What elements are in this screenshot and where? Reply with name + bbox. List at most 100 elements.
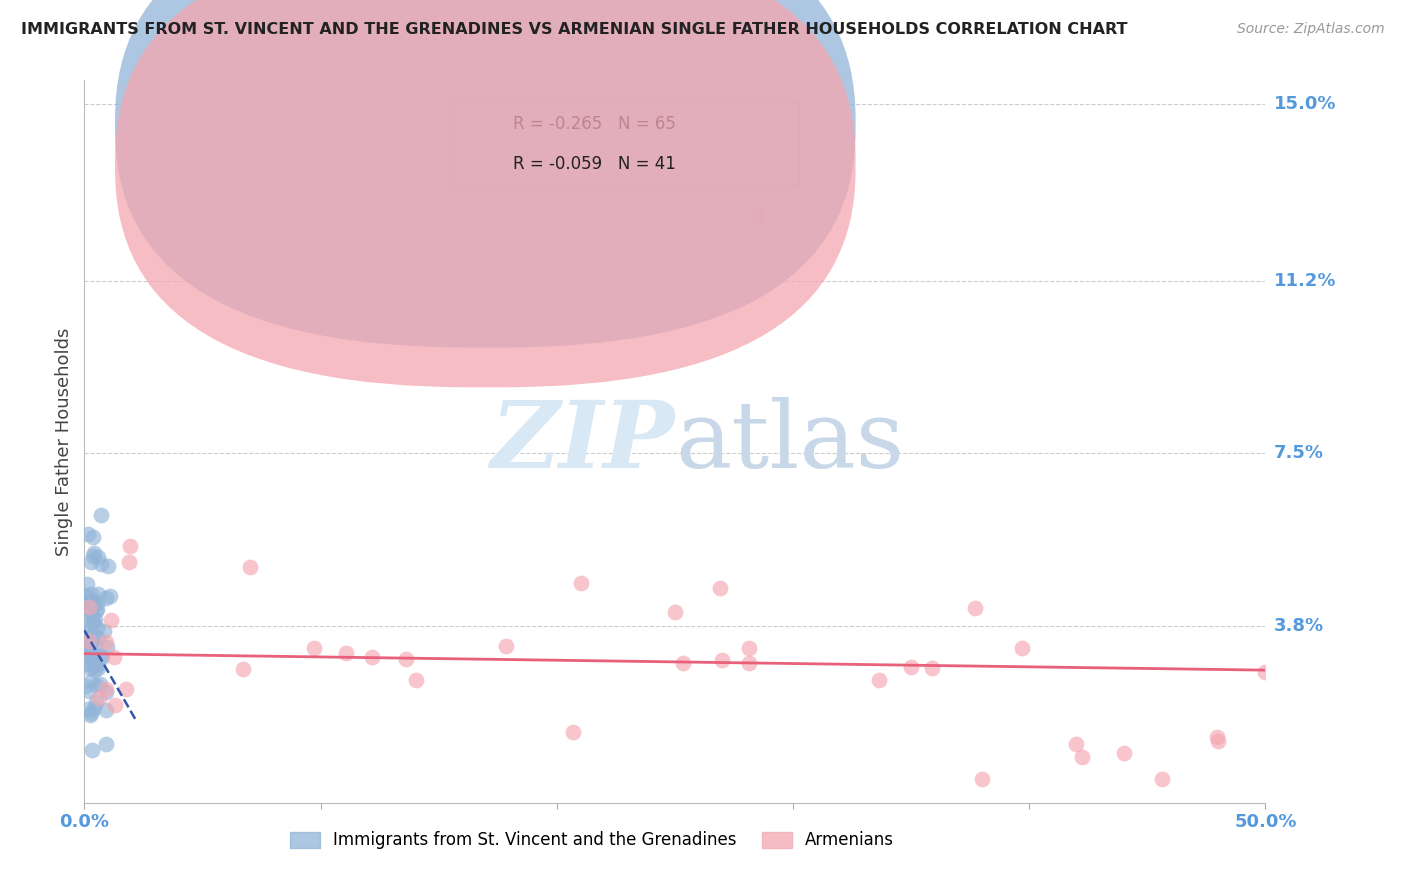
Point <box>1152 772 1174 787</box>
Text: ZIP: ZIP <box>491 397 675 486</box>
Point <box>76 648 98 662</box>
Point <box>96 635 118 649</box>
Point <box>75 605 97 619</box>
Point <box>90 508 112 522</box>
Point <box>77 702 100 716</box>
Point <box>77 601 100 615</box>
Point <box>75 588 97 602</box>
Point <box>115 681 138 696</box>
Point <box>118 540 141 554</box>
Point <box>84 695 107 709</box>
FancyBboxPatch shape <box>115 0 856 387</box>
Point <box>83 664 105 678</box>
Point <box>77 527 100 541</box>
Point <box>231 662 253 676</box>
Point <box>77 633 100 648</box>
Point <box>79 661 101 675</box>
Point <box>80 616 103 631</box>
Point <box>86 596 108 610</box>
Point <box>335 646 357 660</box>
Point <box>82 549 104 563</box>
FancyBboxPatch shape <box>450 102 799 185</box>
Point <box>80 555 103 569</box>
Point <box>963 601 986 615</box>
Text: 7.5%: 7.5% <box>1274 444 1323 462</box>
Point <box>1066 737 1088 751</box>
Point <box>709 582 731 596</box>
Point <box>96 737 118 751</box>
Point <box>76 657 98 672</box>
Point <box>737 640 759 655</box>
Point <box>82 530 104 544</box>
Point <box>664 606 686 620</box>
Point <box>94 685 117 699</box>
Point <box>1205 731 1227 745</box>
Point <box>1206 734 1229 748</box>
Point <box>87 550 110 565</box>
Text: atlas: atlas <box>675 397 904 486</box>
Point <box>83 656 105 670</box>
Point <box>83 612 105 626</box>
Point <box>90 557 112 571</box>
Point <box>82 615 104 630</box>
Point <box>82 596 104 610</box>
Point <box>405 673 427 687</box>
Point <box>103 650 125 665</box>
Text: R = -0.265   N = 65: R = -0.265 N = 65 <box>513 115 676 133</box>
Point <box>100 613 122 627</box>
Point <box>80 587 103 601</box>
Point <box>94 591 117 605</box>
Point <box>82 628 104 642</box>
Point <box>86 621 108 635</box>
Point <box>90 649 112 664</box>
Text: 11.2%: 11.2% <box>1274 272 1336 290</box>
Point <box>75 594 97 608</box>
Point <box>80 634 103 648</box>
Point <box>87 690 110 705</box>
Y-axis label: Single Father Households: Single Father Households <box>55 327 73 556</box>
Point <box>868 673 890 687</box>
Point <box>569 576 592 591</box>
Text: Source: ZipAtlas.com: Source: ZipAtlas.com <box>1237 22 1385 37</box>
Point <box>94 682 117 697</box>
Point <box>86 657 108 672</box>
Point <box>1112 746 1135 760</box>
Point <box>83 700 105 714</box>
Point <box>302 640 325 655</box>
Point <box>1070 750 1092 764</box>
Text: IMMIGRANTS FROM ST. VINCENT AND THE GRENADINES VS ARMENIAN SINGLE FATHER HOUSEHO: IMMIGRANTS FROM ST. VINCENT AND THE GREN… <box>21 22 1128 37</box>
Point <box>98 590 121 604</box>
Point <box>93 624 115 638</box>
Point <box>672 656 695 670</box>
Point <box>118 555 141 569</box>
Point <box>87 587 110 601</box>
Point <box>900 660 922 674</box>
Point <box>239 559 262 574</box>
Point <box>75 640 97 654</box>
Point <box>84 678 107 692</box>
Point <box>711 653 734 667</box>
Point <box>89 677 111 691</box>
Point <box>79 645 101 659</box>
Point <box>84 637 107 651</box>
Text: 3.8%: 3.8% <box>1274 616 1324 635</box>
Point <box>83 546 105 560</box>
Point <box>1011 641 1033 656</box>
Point <box>86 661 108 675</box>
Point <box>75 679 97 693</box>
Point <box>80 674 103 689</box>
Point <box>104 698 127 712</box>
Point <box>80 592 103 607</box>
Text: R = -0.059   N = 41: R = -0.059 N = 41 <box>513 155 676 173</box>
Point <box>91 650 114 665</box>
Point <box>80 605 103 619</box>
FancyBboxPatch shape <box>115 0 856 348</box>
Point <box>86 602 108 616</box>
Point <box>79 707 101 722</box>
Point <box>80 647 103 661</box>
Point <box>361 650 384 665</box>
Point <box>96 640 118 654</box>
Point <box>395 652 418 666</box>
Point <box>80 658 103 673</box>
Point <box>79 706 101 720</box>
